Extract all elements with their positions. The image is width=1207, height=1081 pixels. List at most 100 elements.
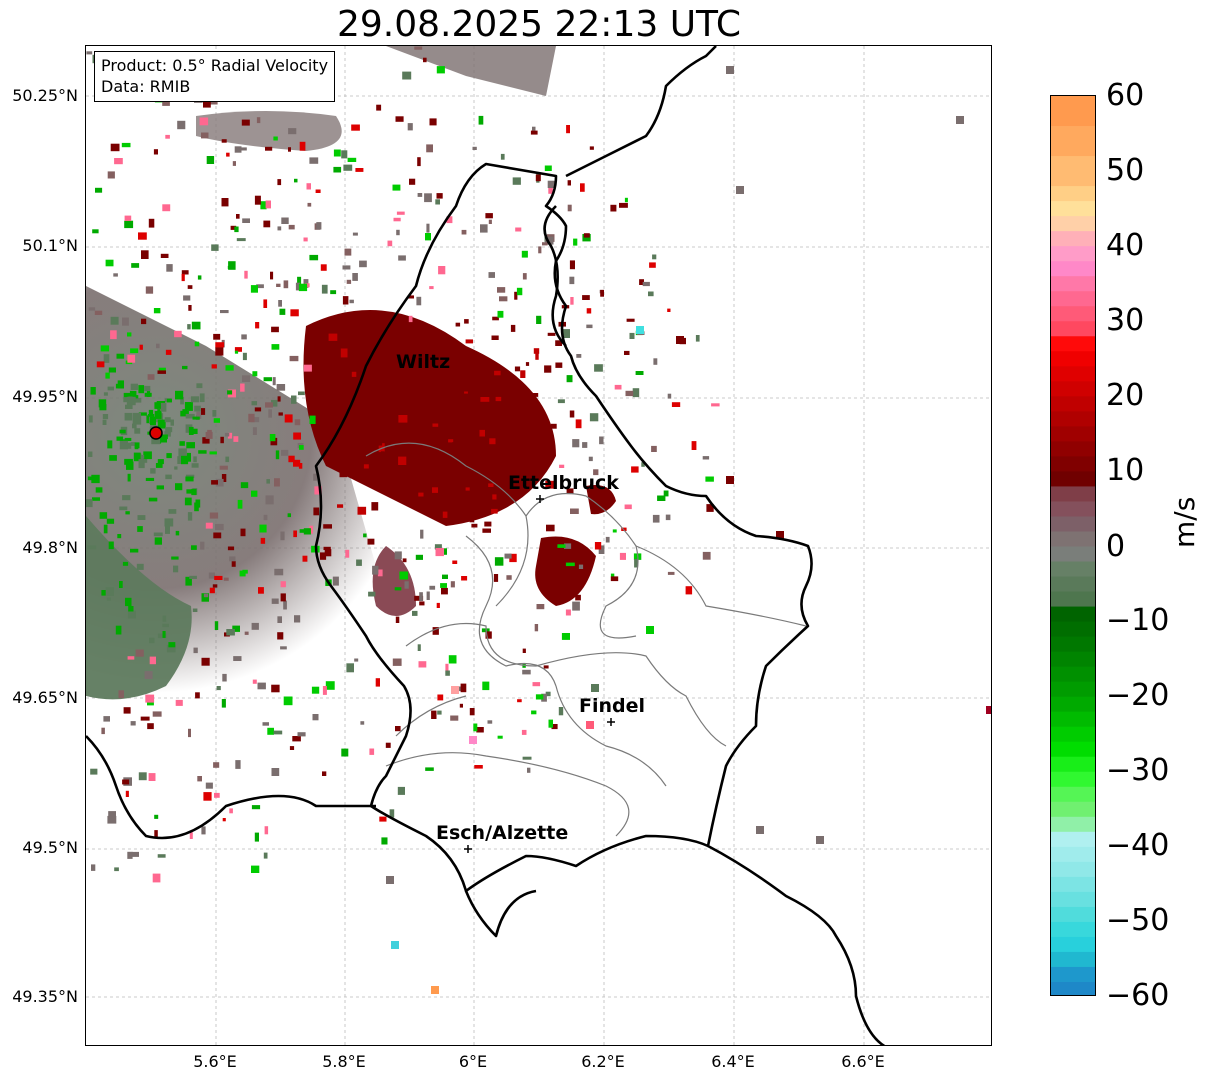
speckle [156,485,164,490]
speckle [328,333,338,341]
speckle [130,442,136,446]
speckle [125,597,132,607]
speckle [193,456,197,463]
colorbar-tick: 0 [1106,529,1126,564]
speckle [600,289,604,297]
colorbar-band [1051,321,1095,337]
speckle [240,383,245,392]
speckle [275,450,280,460]
speckle [280,646,287,650]
speckle [148,218,155,228]
speckle [550,423,557,429]
speckle [101,727,105,735]
speckle [371,502,379,511]
speckle [288,128,297,135]
speckle [377,437,383,446]
speckle [546,524,555,532]
speckle [160,253,169,258]
speckle [157,459,164,465]
speckle [349,299,354,304]
product-label: Product: 0.5° Radial Velocity [101,56,329,75]
colorbar-band [1051,336,1095,352]
speckle [575,419,582,429]
speckle [370,458,379,465]
speckle [495,437,499,443]
colorbar-band [1051,651,1095,668]
speckle [109,455,117,461]
speckle [135,397,142,403]
speckle [352,273,358,281]
speckle [119,581,123,588]
speckle [191,488,197,496]
city-label-ettelbruck: Ettelbruck [508,472,619,494]
speckle [178,448,187,457]
speckle [391,941,399,949]
radar-map[interactable]: Wiltz Ettelbruck Findel Esch/Alzette [85,45,992,1046]
speckle [209,512,219,519]
speckle [497,287,506,293]
colorbar-band [1051,966,1095,983]
speckle [431,986,439,994]
national-borders [86,46,886,1045]
speckle [237,499,243,509]
speckle [352,439,362,444]
speckle [657,495,666,501]
speckle [263,377,272,382]
speckle [642,281,650,287]
speckle [567,204,572,212]
speckle [127,354,136,363]
speckle [363,464,369,469]
speckle [126,396,136,406]
lat-tick: 49.95°N [12,387,78,406]
city-ettelbruck: Ettelbruck [508,472,619,503]
speckle [273,136,278,141]
speckle [265,402,273,408]
speckle [576,354,582,358]
speckle [559,464,565,468]
speckle [372,565,379,575]
speckle [165,427,173,433]
speckle [583,233,590,238]
colorbar-band [1051,216,1095,232]
speckle [236,238,246,242]
speckle [257,682,266,690]
speckle [589,413,599,422]
speckle [485,631,492,639]
speckle [106,518,115,524]
speckle [756,826,764,834]
speckle [98,399,107,408]
speckle [567,180,571,186]
speckle [291,395,297,404]
speckle [94,310,103,315]
speckle [573,238,578,246]
colorbar-band [1051,861,1095,878]
speckle [499,406,508,414]
speckle [532,126,536,131]
speckle [188,426,194,435]
speckle [518,418,527,424]
speckle [293,530,297,538]
speckle [472,146,477,150]
speckle [478,480,485,486]
speckle [201,408,206,415]
speckle [454,453,460,459]
speckle [323,546,331,550]
speckle [186,452,191,462]
speckle [95,187,103,193]
speckle [225,365,234,371]
speckle [240,482,249,489]
speckle [469,516,475,523]
speckle [341,150,348,159]
speckle [284,414,293,423]
speckle [260,537,266,544]
colorbar-band [1051,576,1095,593]
speckle [685,586,693,595]
speckle [652,254,657,260]
speckle [280,531,285,541]
speckle [610,576,619,582]
speckle [212,584,218,588]
speckle [459,703,463,708]
speckle [192,608,198,612]
speckle [87,545,97,550]
speckle [542,242,548,246]
